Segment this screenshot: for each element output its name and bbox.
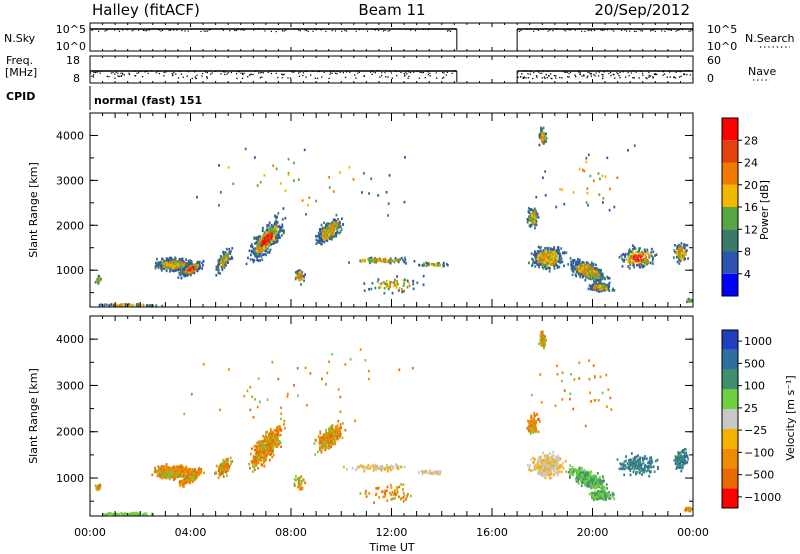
- power-ylabel: Slant Range [km]: [27, 162, 40, 258]
- x-tick-label: 00:00: [74, 526, 106, 539]
- beam-title: Beam 11: [358, 1, 425, 19]
- colorbar-tick-label: 8: [744, 246, 751, 259]
- power-scatter: [94, 126, 693, 308]
- x-tick-label: 16:00: [476, 526, 508, 539]
- colorbar-swatch: [722, 207, 738, 230]
- nsky-trace: [89, 28, 694, 50]
- power-axis: 1000 2000 3000 4000: [56, 113, 694, 307]
- colorbar-tick-label: 500: [744, 357, 765, 370]
- colorbar-tick-label: 16: [744, 201, 758, 214]
- colorbar-tick-label: 100: [744, 380, 765, 393]
- nave-label: Nave: [748, 65, 776, 78]
- freq-label-top: Freq.: [6, 54, 33, 67]
- freq-tick-bottom: 8: [73, 72, 80, 85]
- y-tick-label: 2000: [56, 426, 84, 439]
- x-tick-label: 00:00: [677, 526, 709, 539]
- colorbar-swatch: [722, 229, 738, 252]
- colorbar-swatch: [722, 428, 738, 449]
- colorbar-swatch: [722, 448, 738, 469]
- colorbar-tick-label: −100: [744, 446, 774, 459]
- station-title: Halley (fitACF): [92, 1, 200, 19]
- date-title: 20/Sep/2012: [594, 1, 690, 19]
- velocity-colorbar: 1000 500 100 25 −25 −100 −500 −1000: [721, 329, 781, 509]
- velocity-ylabel: Slant Range [km]: [27, 368, 40, 464]
- colorbar-swatch: [722, 488, 738, 508]
- colorbar-swatch: [722, 162, 738, 185]
- freq-tick-top: 18: [66, 54, 80, 67]
- nsky-label: N.Sky: [4, 32, 36, 45]
- freq-trace: [89, 70, 694, 82]
- y-tick-label: 2000: [56, 219, 84, 232]
- y-tick-label: 1000: [56, 264, 84, 277]
- colorbar-swatch: [722, 349, 738, 370]
- y-tick-label: 3000: [56, 174, 84, 187]
- nsky-tick-top: 10^5: [56, 23, 86, 36]
- colorbar-swatch: [722, 140, 738, 163]
- y-tick-label: 4000: [56, 129, 84, 142]
- y-tick-label: 3000: [56, 379, 84, 392]
- colorbar-swatch: [722, 369, 738, 390]
- x-tick-label: 04:00: [175, 526, 207, 539]
- colorbar-tick-label: 12: [744, 223, 758, 236]
- cpid-value: normal (fast) 151: [94, 94, 202, 107]
- colorbar-swatch: [722, 251, 738, 274]
- colorbar-swatch: [722, 409, 738, 429]
- colorbar-tick-label: −1000: [744, 491, 781, 504]
- nave-tick-bottom: 0: [707, 72, 714, 85]
- velocity-scatter: [94, 330, 694, 517]
- colorbar-tick-label: 28: [744, 134, 758, 147]
- colorbar-swatch: [722, 468, 738, 489]
- colorbar-tick-label: 1000: [744, 335, 772, 348]
- colorbar-tick-label: 4: [744, 268, 751, 281]
- velocity-colorbar-label: Velocity [m s⁻¹]: [784, 375, 797, 460]
- time-axis-labels: 00:00 04:00 08:00 12:00 16:00 20:00 00:00: [74, 23, 709, 539]
- nsearch-tick-bottom: 10^0: [707, 40, 737, 53]
- colorbar-tick-label: 25: [744, 402, 758, 415]
- nsky-panel: [89, 22, 694, 52]
- colorbar-tick-label: −500: [744, 469, 774, 482]
- colorbar-swatch: [722, 118, 738, 141]
- colorbar-swatch: [722, 330, 738, 350]
- colorbar-tick-label: 20: [744, 179, 758, 192]
- cpid-label: CPID: [6, 90, 35, 103]
- power-colorbar-label: Power [dB]: [758, 180, 771, 240]
- y-tick-label: 4000: [56, 333, 84, 346]
- nsky-tick-bottom: 10^0: [56, 40, 86, 53]
- power-colorbar: 4 8 12 16 20 24 28: [721, 117, 758, 297]
- nsearch-tick-top: 10^5: [707, 23, 737, 36]
- colorbar-swatch: [722, 273, 738, 296]
- nsearch-label: N.Search: [745, 32, 795, 45]
- time-axis-title: Time UT: [368, 541, 414, 554]
- y-tick-label: 1000: [56, 472, 84, 485]
- colorbar-swatch: [722, 184, 738, 207]
- freq-label-bottom: [MHz]: [5, 66, 37, 79]
- x-tick-label: 12:00: [376, 526, 408, 539]
- colorbar-tick-label: 24: [744, 157, 758, 170]
- colorbar-tick-label: −25: [744, 424, 767, 437]
- velocity-axis: 1000 2000 3000 4000: [56, 316, 694, 516]
- x-tick-label: 20:00: [577, 526, 609, 539]
- colorbar-swatch: [722, 389, 738, 410]
- nave-tick-top: 60: [707, 54, 721, 67]
- x-tick-label: 08:00: [275, 526, 307, 539]
